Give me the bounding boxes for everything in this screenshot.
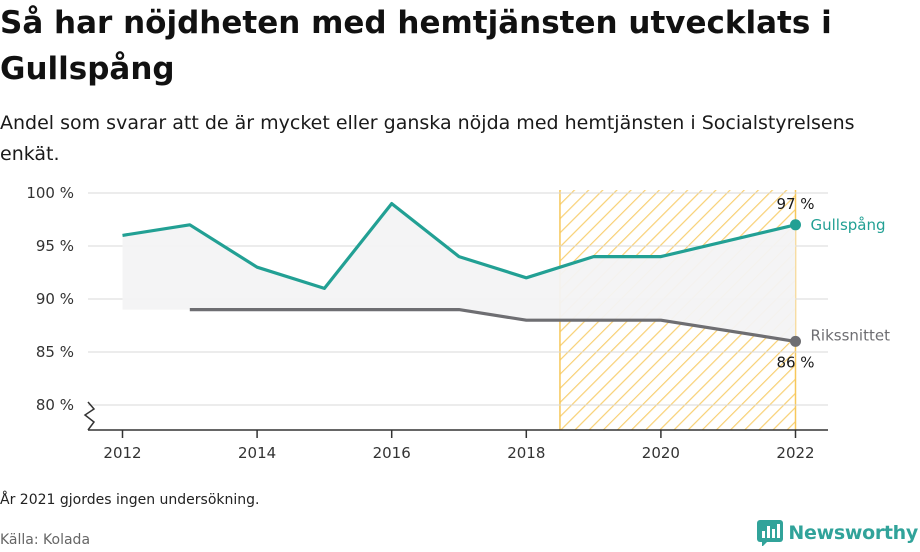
x-tick-label: 2022 [776, 444, 814, 462]
gullspang-line [122, 202, 796, 290]
newsworthy-logo: Newsworthy [757, 520, 918, 546]
x-tick-label: 2014 [238, 444, 276, 462]
rikssnittet-end-point [790, 335, 801, 347]
line-chart: 80 % 85 % 90 % 95 % 100 % 2012 2014 2016 2018 202… [26, 184, 891, 462]
difference-area [122, 203, 796, 342]
source-text: Källa: Kolada [0, 532, 91, 548]
rikssnittet-series-label: Rikssnittet [811, 326, 891, 344]
y-tick-label: 80 % [36, 396, 74, 414]
chart-subtitle: Andel som svarar att de är mycket eller … [0, 112, 855, 165]
axis-break-icon [83, 401, 96, 431]
rikssnittet-line [189, 308, 796, 343]
x-tick-label: 2018 [507, 444, 545, 462]
x-tick-label: 2012 [103, 444, 141, 462]
x-tick-label: 2016 [373, 444, 411, 462]
gullspang-end-point [790, 219, 801, 231]
gullspang-value-label: 97 % [776, 195, 814, 213]
gullspang-series-label: Gullspång [811, 216, 886, 234]
footnote: År 2021 gjordes ingen undersökning. [0, 492, 260, 508]
y-tick-label: 85 % [36, 343, 74, 361]
y-tick-label: 90 % [36, 290, 74, 308]
chart-title: Så har nöjdheten med hemtjänsten utveckl… [0, 5, 832, 87]
newsworthy-icon [757, 520, 784, 546]
brand-name: Newsworthy [788, 522, 918, 544]
x-tick-label: 2020 [642, 444, 680, 462]
y-tick-label: 95 % [36, 237, 74, 255]
y-tick-label: 100 % [26, 184, 74, 202]
rikssnittet-value-label: 86 % [776, 353, 814, 371]
